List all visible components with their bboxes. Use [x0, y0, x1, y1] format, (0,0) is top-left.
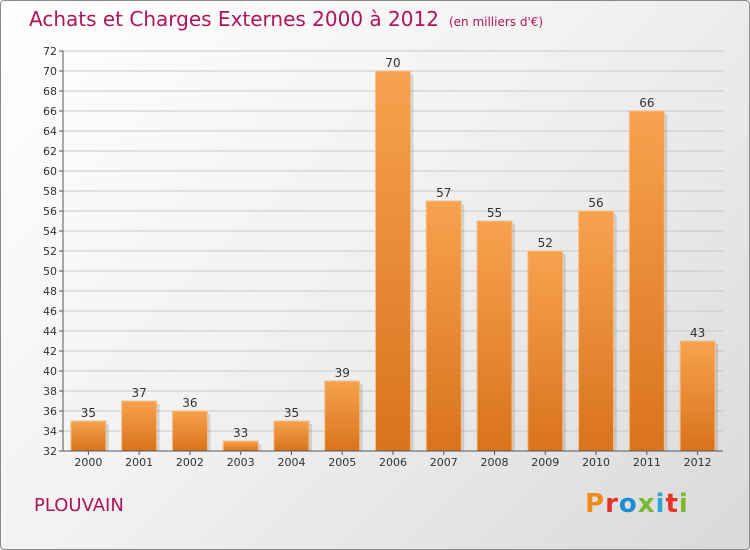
data-label-2007: 57 [436, 186, 451, 200]
data-label-2002: 36 [182, 396, 197, 410]
y-tick-label: 44 [43, 325, 57, 338]
data-label-2004: 35 [284, 406, 299, 420]
axes: 32 34 36 38 40 42 44 46 48 50 52 54 56 58 60 62 64 66 68 70… [43, 45, 723, 469]
x-tick-label-2000: 2000 [74, 456, 102, 469]
bar-2007 [425, 200, 462, 452]
y-tick-label: 46 [43, 305, 57, 318]
x-tick-label-2009: 2009 [531, 456, 559, 469]
y-tick-label: 48 [43, 285, 57, 298]
commune-name: PLOUVAIN [34, 495, 124, 516]
chart-subtitle: (en milliers d'€) [448, 15, 544, 29]
y-tick-label: 60 [43, 165, 57, 178]
bar-2006 [375, 70, 411, 452]
x-tick-label-2004: 2004 [277, 456, 305, 469]
x-tick-label-2007: 2007 [430, 456, 458, 469]
bar-2012 [679, 340, 716, 452]
bars: 35 37 36 33 35 39 70 57 55 52 56 66 43 [70, 56, 719, 452]
data-label-2012: 43 [690, 326, 705, 340]
x-tick-label-2003: 2003 [227, 456, 255, 469]
y-tick-label: 52 [43, 245, 57, 258]
bar-2002 [171, 410, 208, 452]
logo-letter: i [655, 489, 666, 519]
y-tick-label: 34 [43, 425, 57, 438]
logo-letter: x [637, 489, 656, 519]
bar-2001 [121, 400, 158, 452]
x-tick-label-2006: 2006 [379, 456, 407, 469]
chart-title-text: Achats et Charges Externes 2000 à 2012 [29, 7, 439, 31]
x-tick-label-2001: 2001 [125, 456, 153, 469]
bar-2004 [273, 420, 310, 452]
y-tick-label: 72 [43, 45, 57, 58]
y-tick-label: 68 [43, 85, 57, 98]
data-label-2010: 56 [588, 196, 603, 210]
data-label-2006: 70 [385, 56, 400, 70]
logo-letter: o [618, 489, 638, 519]
logo-letter: i [678, 489, 689, 519]
x-tick-label-2002: 2002 [176, 456, 204, 469]
y-tick-label: 54 [43, 225, 57, 238]
bar-2009 [527, 250, 564, 452]
proxiti-logo: Proxiti [585, 489, 689, 519]
x-tick-label-2008: 2008 [481, 456, 509, 469]
data-label-2005: 39 [335, 366, 350, 380]
y-tick-label: 42 [43, 345, 57, 358]
logo-letter: r [605, 489, 619, 519]
bar-2010 [578, 210, 615, 452]
logo-letter: t [665, 489, 679, 519]
data-label-2001: 37 [132, 386, 147, 400]
data-label-2009: 52 [538, 236, 553, 250]
y-tick-label: 40 [43, 365, 57, 378]
data-label-2000: 35 [81, 406, 96, 420]
logo-letter: P [585, 489, 606, 519]
x-tick-label-2010: 2010 [582, 456, 610, 469]
data-label-2003: 33 [233, 426, 248, 440]
data-label-2008: 55 [487, 206, 502, 220]
x-tick-label-2012: 2012 [684, 456, 712, 469]
x-tick-label-2011: 2011 [633, 456, 661, 469]
bar-2005 [324, 380, 361, 452]
y-tick-label: 70 [43, 65, 57, 78]
y-tick-label: 62 [43, 145, 57, 158]
y-tick-label: 32 [43, 445, 57, 458]
y-tick-label: 66 [43, 105, 57, 118]
y-tick-label: 56 [43, 205, 57, 218]
y-tick-label: 58 [43, 185, 57, 198]
y-tick-label: 64 [43, 125, 57, 138]
y-tick-label: 36 [43, 405, 57, 418]
bar-2000 [70, 420, 107, 452]
data-label-2011: 66 [639, 96, 654, 110]
bar-2003 [222, 440, 259, 452]
bar-2011 [628, 110, 665, 452]
bar-2008 [476, 220, 513, 452]
y-tick-label: 38 [43, 385, 57, 398]
chart-title: Achats et Charges Externes 2000 à 2012 (e… [29, 7, 543, 31]
x-tick-label-2005: 2005 [328, 456, 356, 469]
y-tick-label: 50 [43, 265, 57, 278]
